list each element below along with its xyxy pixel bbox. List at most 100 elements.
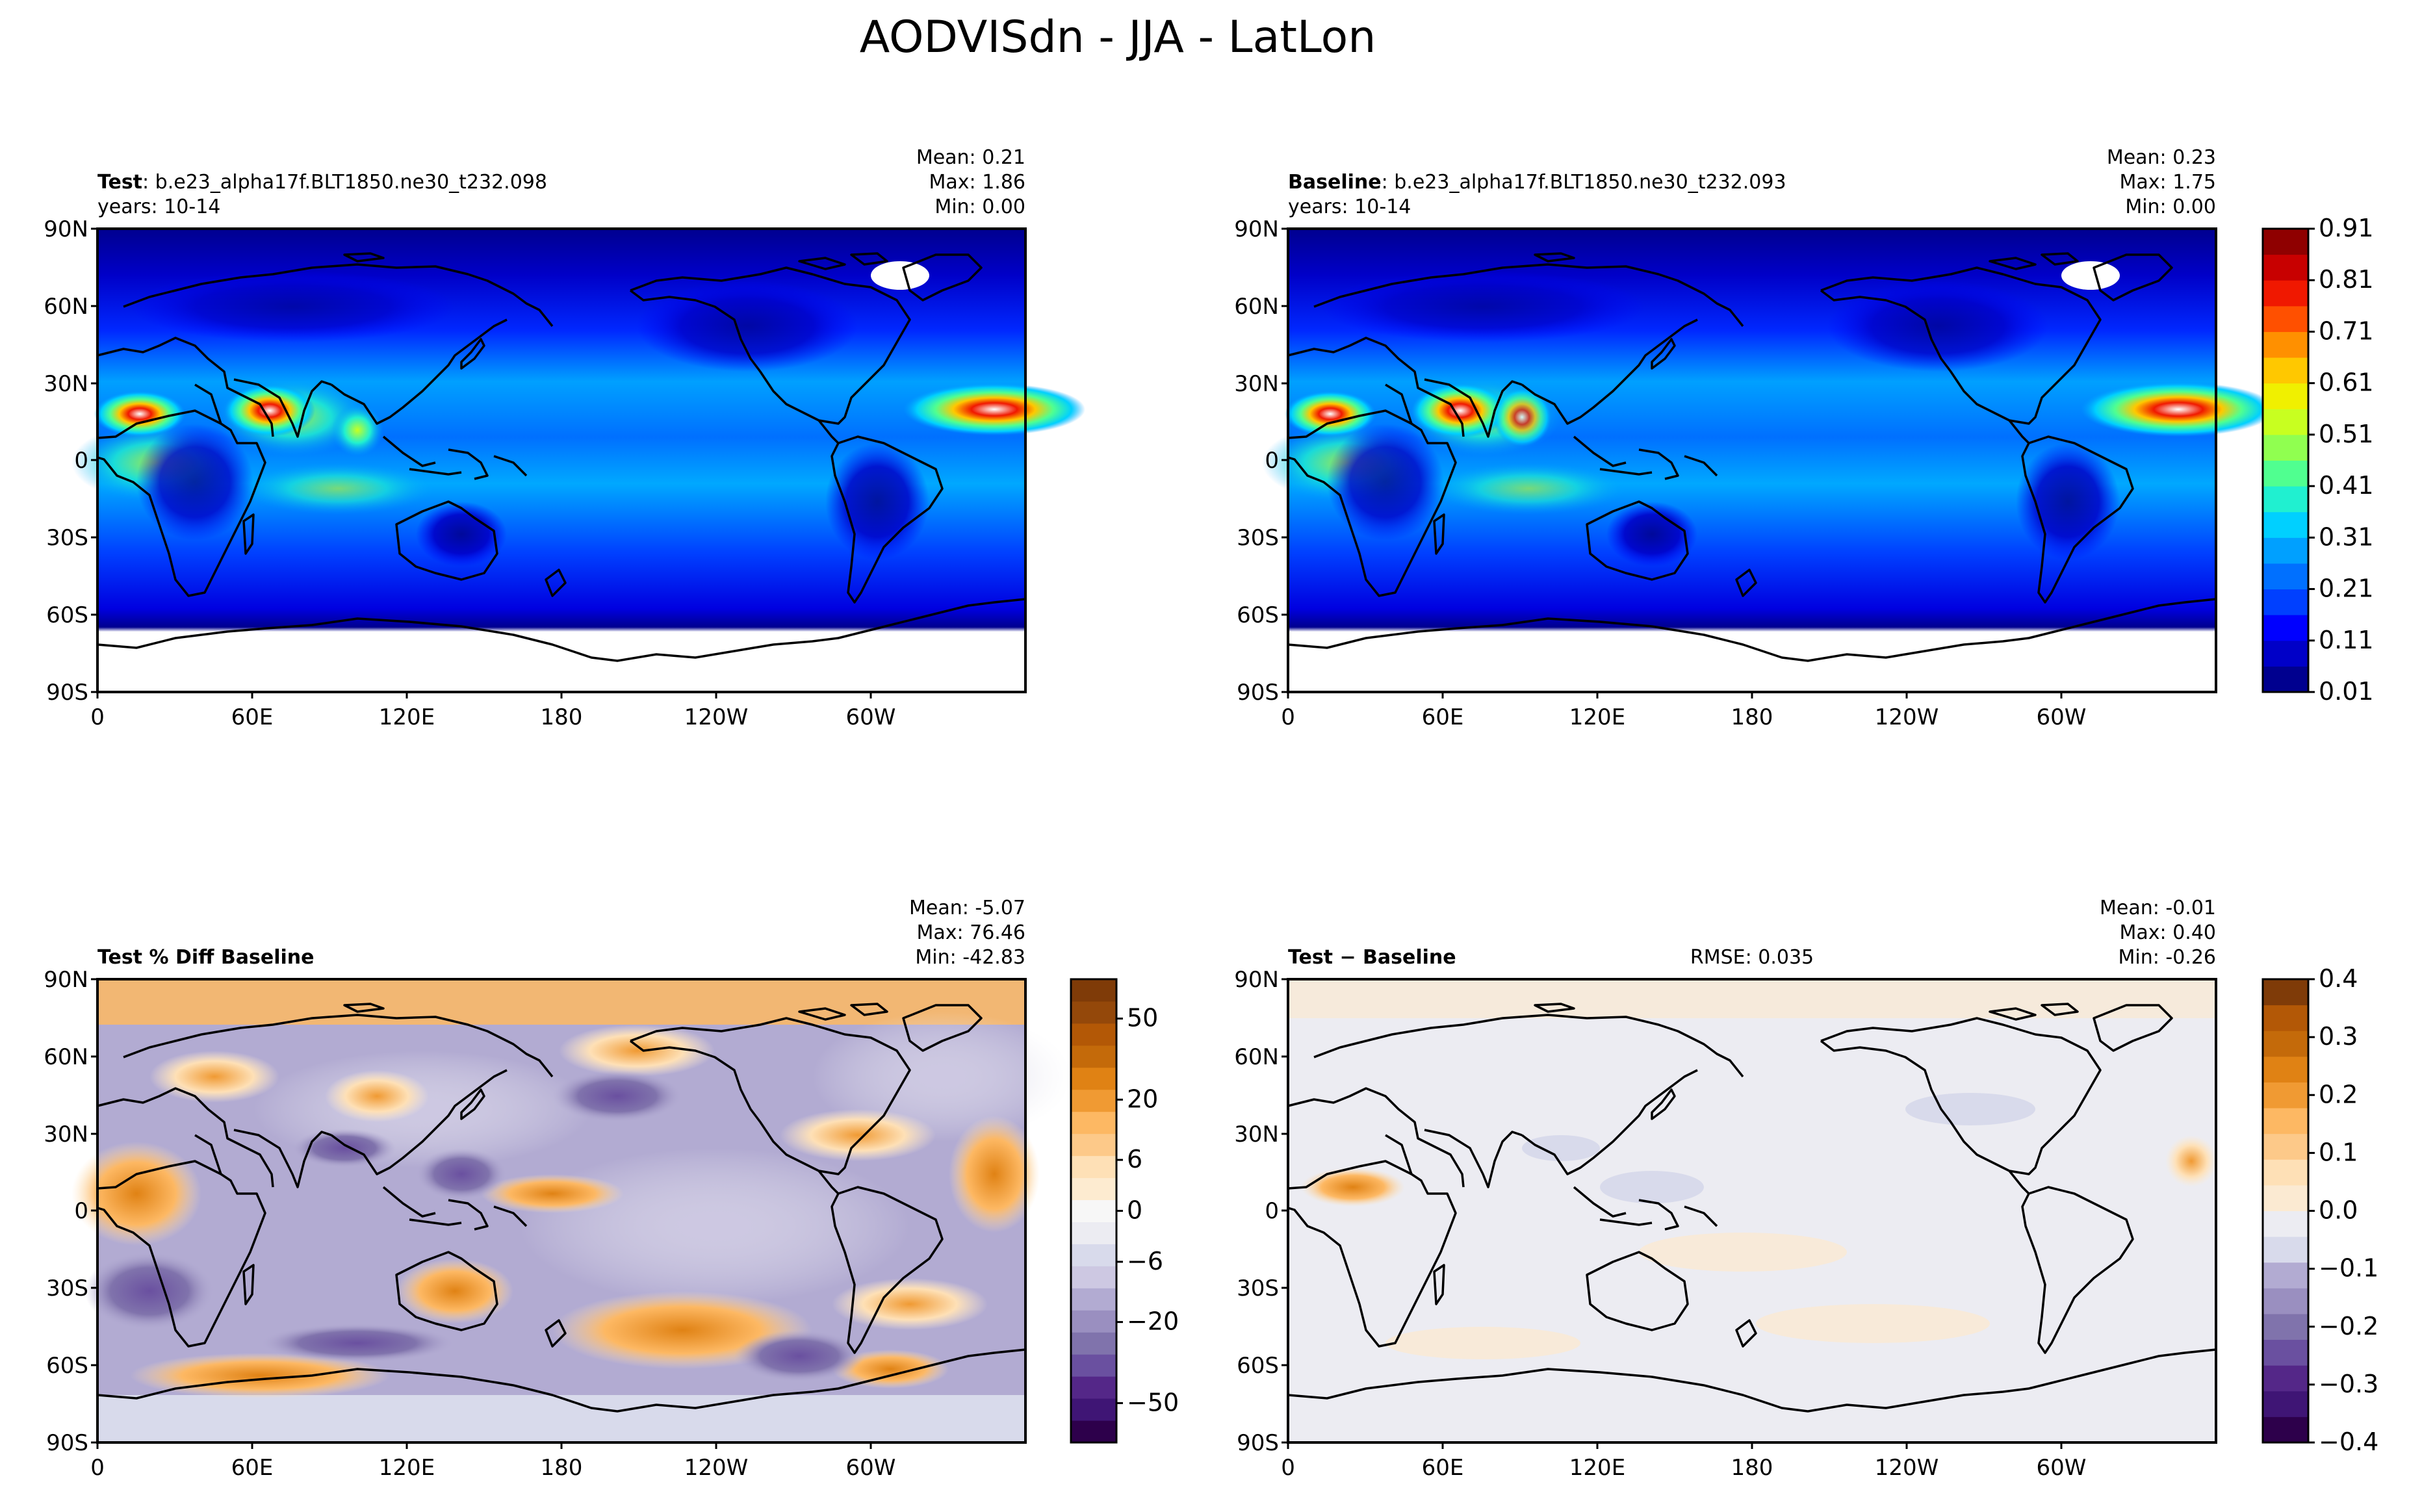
- colorbar-segment: [1071, 1310, 1116, 1333]
- x-tick-label: 60E: [231, 704, 274, 730]
- x-tick-60w: 60W: [846, 692, 895, 730]
- colorbar-segment: [2263, 486, 2308, 513]
- colorbar-segment: [1071, 1354, 1116, 1377]
- colorbar-segment: [1071, 1045, 1116, 1068]
- y-tick-label: 30S: [46, 1275, 88, 1301]
- y-tick-label: 60S: [1237, 602, 1279, 628]
- test-max: Max: 1.86: [929, 171, 1025, 194]
- diff-max: Max: 0.40: [2120, 921, 2216, 944]
- colorbar-segment: [2263, 615, 2308, 641]
- y-tick-90s: 90S: [1237, 1430, 1288, 1456]
- colorbar-segment: [2263, 1262, 2308, 1288]
- colorbar-tick-label: 0.51: [2319, 420, 2374, 448]
- y-tick-label: 90S: [46, 680, 88, 706]
- x-tick-label: 60E: [1422, 1455, 1464, 1481]
- y-tick-label: 60N: [44, 294, 88, 320]
- colorbar-segment: [1071, 1155, 1116, 1179]
- x-tick-120e: 120E: [1569, 692, 1625, 730]
- y-tick-label: 30N: [44, 1121, 88, 1147]
- test-min: Min: 0.00: [934, 196, 1025, 218]
- y-tick-label: 30S: [1237, 1275, 1279, 1301]
- y-tick-label: 90N: [44, 967, 88, 993]
- y-tick-90n: 90N: [44, 967, 97, 993]
- y-tick-30n: 30N: [1234, 371, 1288, 397]
- colorbar-tick-label: −50: [1127, 1388, 1179, 1416]
- colorbar-tick-label: −0.2: [2319, 1312, 2378, 1340]
- y-tick-60s: 60S: [46, 1353, 97, 1379]
- x-tick-120w: 120W: [1875, 692, 1939, 730]
- x-tick-label: 120E: [1569, 704, 1625, 730]
- y-tick-90s: 90S: [46, 1430, 97, 1456]
- y-tick-30s: 30S: [1237, 1275, 1288, 1301]
- colorbar-segment: [2263, 1390, 2308, 1417]
- x-tick-180: 180: [541, 692, 583, 730]
- x-tick-label: 180: [541, 1455, 583, 1481]
- x-tick-120e: 120E: [379, 1442, 435, 1481]
- y-tick-label: 90N: [44, 216, 88, 242]
- x-tick-60w: 60W: [846, 1442, 896, 1481]
- x-tick-0: 0: [90, 692, 105, 730]
- x-tick-label: 0: [90, 704, 105, 730]
- colorbar-segment: [2263, 383, 2308, 409]
- y-tick-60n: 60N: [1234, 294, 1288, 320]
- y-tick-0: 0: [74, 1198, 97, 1224]
- baseline-label-bold: Baseline: [1288, 171, 1382, 194]
- colorbar-segment: [2263, 1211, 2308, 1237]
- colorbar-segment: [2263, 1237, 2308, 1263]
- x-tick-180: 180: [1731, 1442, 1773, 1481]
- y-tick-label: 60S: [46, 602, 88, 628]
- panel-pctdiff: Mean: -5.07 Max: 76.46 Min: -42.83 Test …: [44, 897, 1072, 1481]
- x-tick-120e: 120E: [379, 692, 435, 730]
- y-tick-label: 60N: [44, 1044, 88, 1070]
- y-tick-30n: 30N: [1234, 1121, 1288, 1147]
- y-tick-60s: 60S: [1237, 1353, 1288, 1379]
- diff-min: Min: -0.26: [2119, 946, 2217, 969]
- colorbar-segment: [1071, 1288, 1116, 1311]
- x-tick-label: 60W: [846, 1455, 896, 1481]
- x-tick-60e: 60E: [231, 692, 274, 730]
- y-tick-60n: 60N: [44, 294, 97, 320]
- colorbar-segment: [2263, 1031, 2308, 1057]
- baseline-max: Max: 1.75: [2120, 171, 2216, 194]
- baseline-years: years: 10-14: [1288, 196, 1411, 218]
- colorbar-tick-label: 0.61: [2319, 368, 2374, 397]
- colorbar-segment: [1071, 1420, 1116, 1443]
- colorbar-segment: [1071, 1067, 1116, 1090]
- baseline-x-axis: 0 60E 120E 180 120W 60W: [1281, 692, 2086, 730]
- y-tick-label: 30N: [44, 371, 88, 397]
- x-tick-120w: 120W: [684, 692, 748, 730]
- colorbar-segment: [1071, 979, 1116, 1002]
- y-tick-30n: 30N: [44, 1121, 97, 1147]
- x-tick-label: 180: [541, 704, 583, 730]
- figure-title: AODVISdn - JJA - LatLon: [860, 12, 1376, 63]
- x-tick-label: 120E: [379, 704, 435, 730]
- baseline-label-rest: : b.e23_alpha17f.BLT1850.ne30_t232.093: [1382, 171, 1786, 194]
- test-mean: Mean: 0.21: [916, 146, 1025, 169]
- baseline-min: Min: 0.00: [2125, 196, 2216, 218]
- baseline-case-label: Baseline: b.e23_alpha17f.BLT1850.ne30_t2…: [1288, 171, 1786, 194]
- x-tick-label: 60W: [2037, 704, 2087, 730]
- colorbar-segment: [2263, 1133, 2308, 1160]
- colorbar-segment: [1071, 1111, 1116, 1134]
- colorbar-tick-label: 20: [1127, 1084, 1158, 1113]
- colorbar-segment: [2263, 1056, 2308, 1083]
- y-tick-0: 0: [74, 448, 97, 474]
- colorbar-tick-label: −20: [1127, 1307, 1179, 1336]
- colorbar-tick-label: 0.3: [2319, 1022, 2358, 1051]
- colorbar-segment: [2263, 640, 2308, 667]
- baseline-mean: Mean: 0.23: [2107, 146, 2216, 169]
- pctdiff-max: Max: 76.46: [916, 921, 1025, 944]
- colorbar-segment: [1071, 1133, 1116, 1157]
- x-tick-60e: 60E: [1422, 1442, 1464, 1481]
- colorbar-tick-label: 0.4: [2319, 964, 2358, 993]
- y-tick-30s: 30S: [46, 1275, 97, 1301]
- y-tick-label: 60N: [1234, 1044, 1279, 1070]
- colorbar-segment: [2263, 979, 2308, 1006]
- x-tick-label: 180: [1731, 704, 1773, 730]
- x-tick-0: 0: [90, 1442, 105, 1481]
- colorbar-segment: [2263, 589, 2308, 615]
- colorbar-segment: [1071, 1023, 1116, 1046]
- y-tick-label: 0: [1265, 1198, 1279, 1224]
- diff-y-axis: 90N 60N 30N 0 30S 60S 90S: [1234, 967, 1288, 1456]
- test-label-bold: Test: [97, 171, 142, 194]
